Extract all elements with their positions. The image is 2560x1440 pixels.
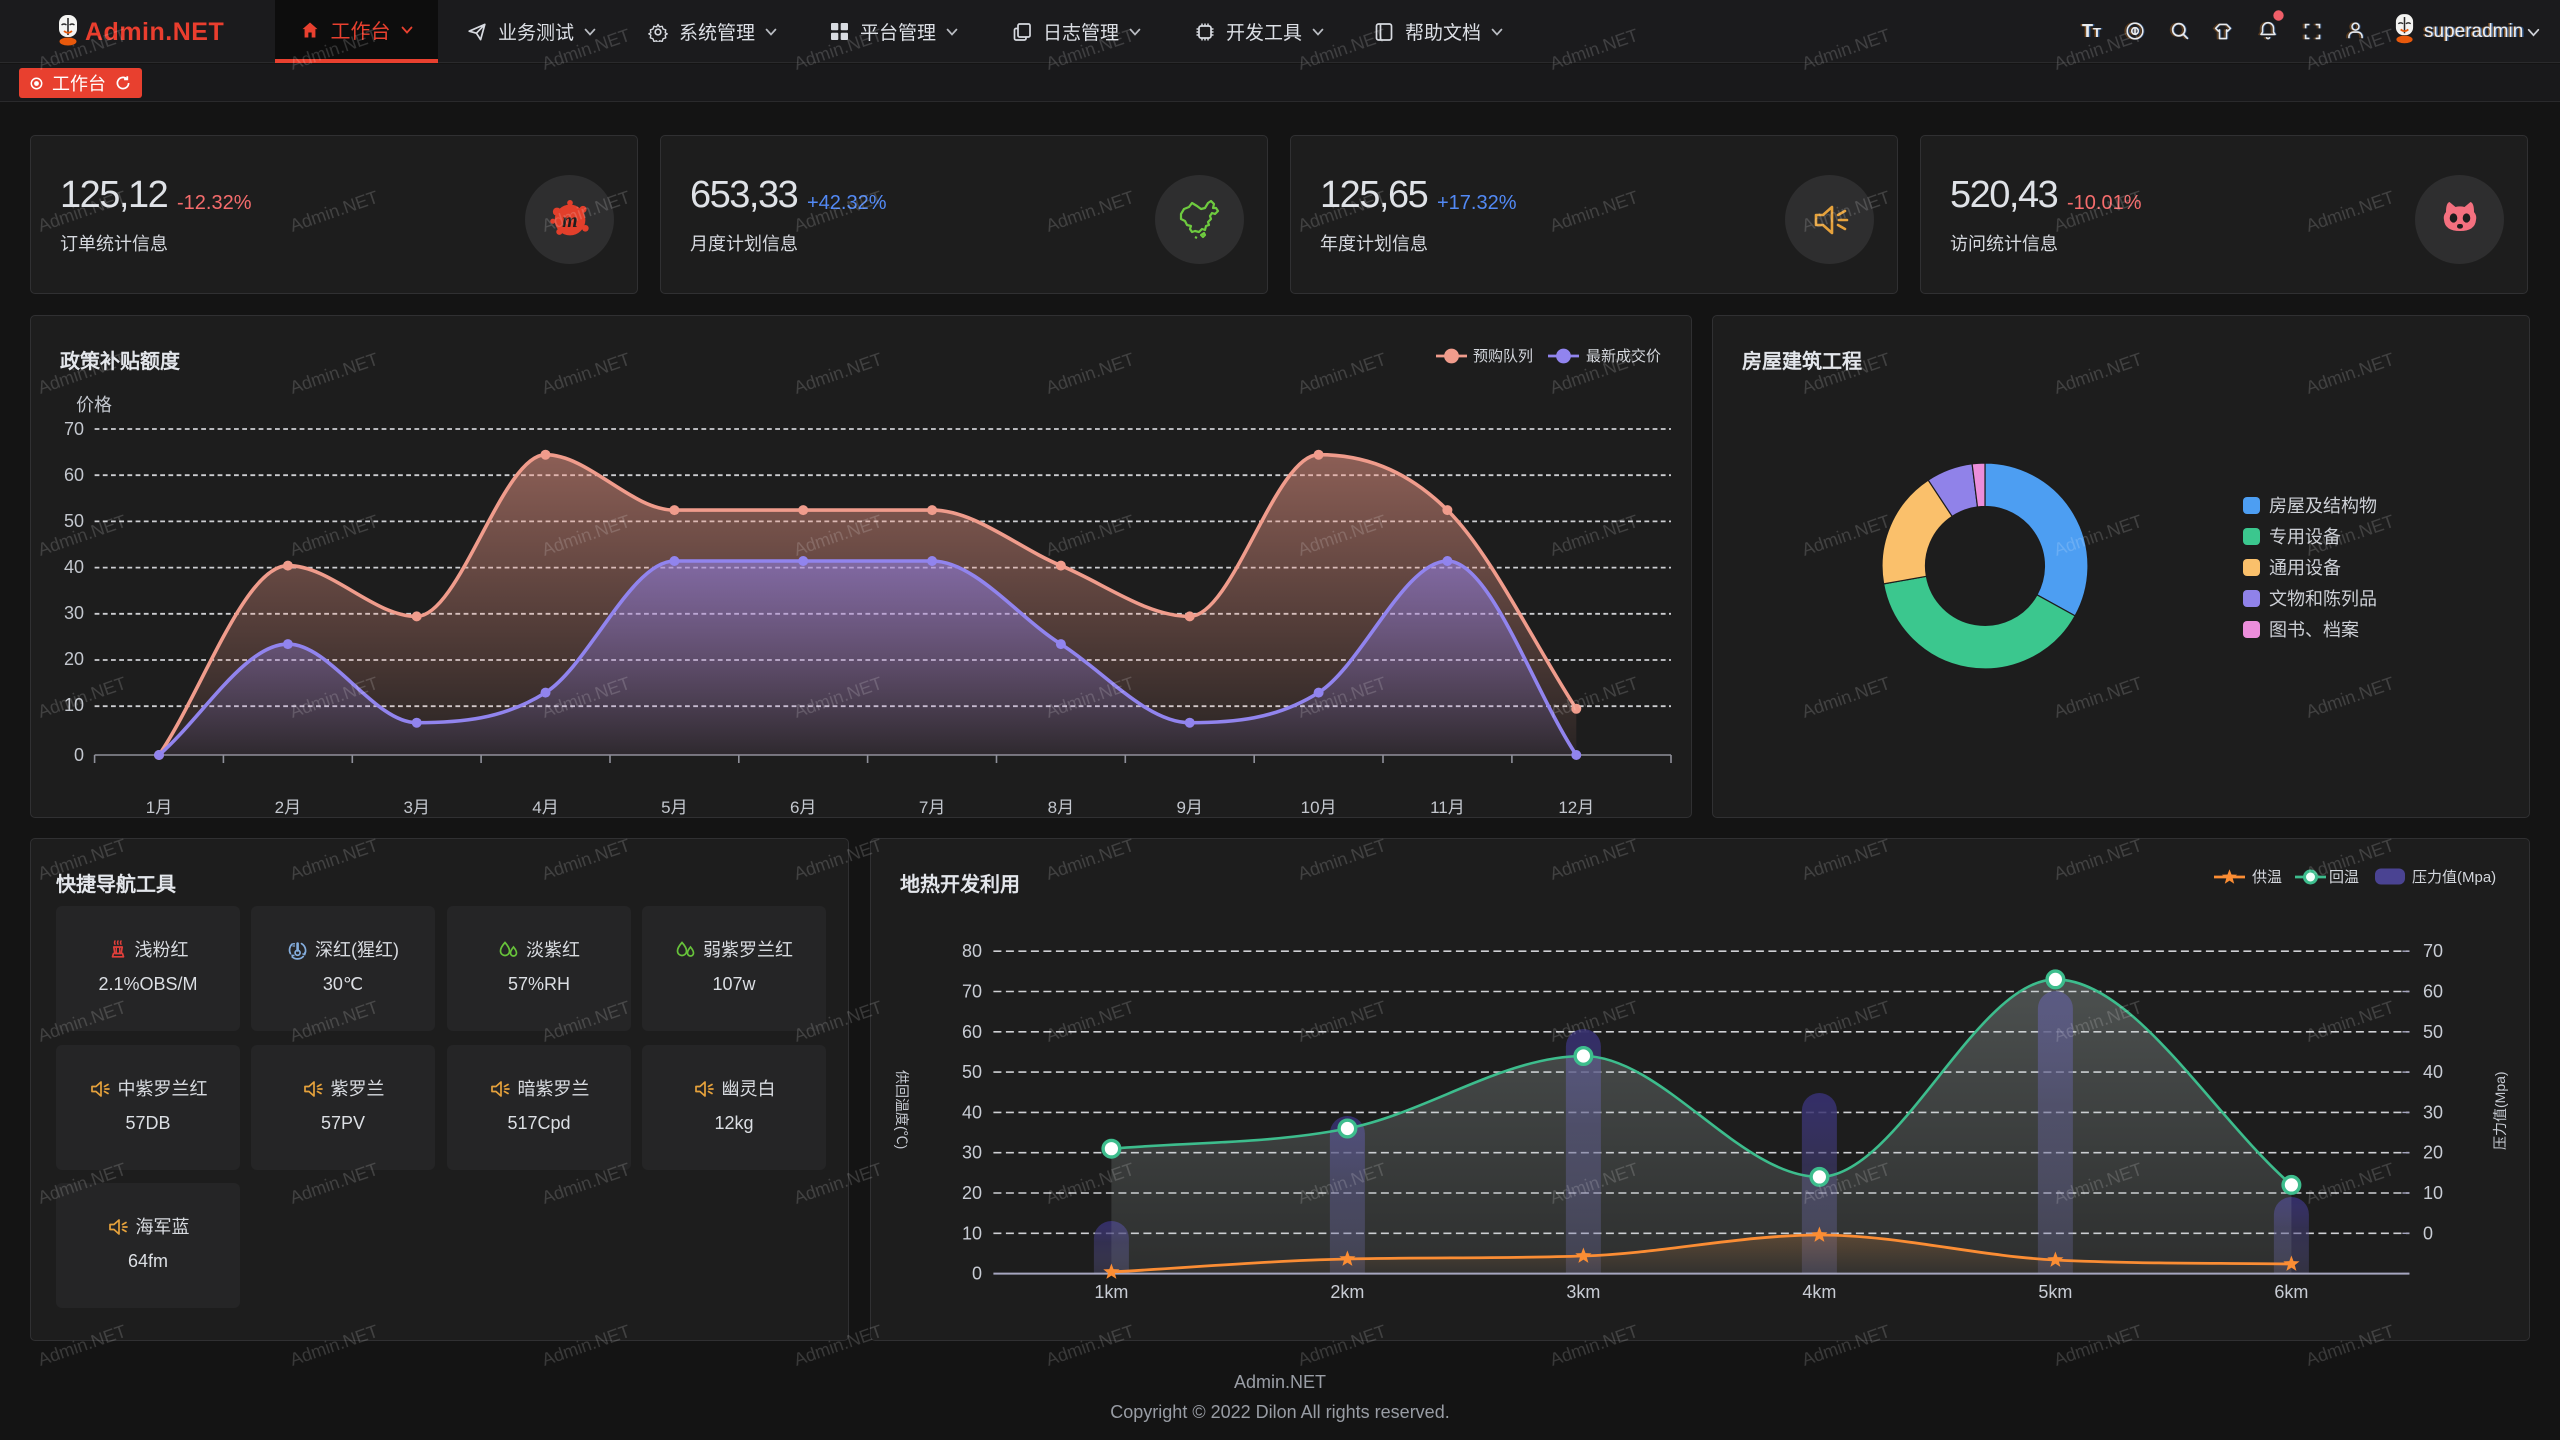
svg-text:40: 40 (2423, 1062, 2443, 1082)
svg-text:最新成交价: 最新成交价 (1586, 347, 1661, 365)
svg-text:12月: 12月 (1558, 798, 1594, 817)
svg-text:70: 70 (2423, 941, 2443, 961)
svg-text:回温: 回温 (2329, 869, 2359, 886)
svg-text:图书、档案: 图书、档案 (2269, 620, 2359, 640)
svg-text:供回温度(℃): 供回温度(℃) (894, 1070, 910, 1149)
svg-text:5km: 5km (2038, 1282, 2072, 1302)
svg-text:30: 30 (64, 603, 84, 623)
svg-text:3月: 3月 (403, 798, 429, 817)
svg-text:Admin.NET: Admin.NET (2555, 349, 2560, 398)
svg-text:4km: 4km (1802, 1282, 1836, 1302)
svg-text:Admin.NET: Admin.NET (2555, 997, 2560, 1046)
svg-text:6月: 6月 (790, 798, 816, 817)
svg-text:Admin.NET: Admin.NET (2555, 835, 2560, 884)
svg-text:60: 60 (64, 465, 84, 485)
svg-text:2月: 2月 (275, 798, 301, 817)
svg-text:11月: 11月 (1430, 798, 1465, 817)
svg-text:专用设备: 专用设备 (2269, 527, 2341, 547)
svg-text:60: 60 (2423, 982, 2443, 1002)
svg-text:Admin.NET: Admin.NET (2555, 187, 2560, 236)
svg-text:70: 70 (64, 419, 84, 439)
svg-text:6km: 6km (2274, 1282, 2308, 1302)
svg-text:文物和陈列品: 文物和陈列品 (2269, 589, 2377, 609)
svg-text:20: 20 (64, 649, 84, 669)
svg-text:Admin.NET: Admin.NET (2555, 673, 2560, 722)
svg-text:1km: 1km (1094, 1282, 1128, 1302)
svg-text:0: 0 (2423, 1223, 2433, 1243)
svg-text:压力值(Mpa): 压力值(Mpa) (2492, 1071, 2508, 1150)
svg-text:3km: 3km (1566, 1282, 1600, 1302)
svg-text:10: 10 (962, 1223, 982, 1243)
svg-text:0: 0 (74, 745, 84, 765)
svg-text:10: 10 (64, 695, 84, 715)
svg-text:20: 20 (962, 1183, 982, 1203)
svg-text:60: 60 (962, 1022, 982, 1042)
svg-text:通用设备: 通用设备 (2269, 558, 2341, 578)
svg-text:房屋及结构物: 房屋及结构物 (2269, 496, 2377, 516)
svg-text:50: 50 (2423, 1022, 2443, 1042)
svg-text:1月: 1月 (146, 798, 172, 817)
svg-text:5月: 5月 (661, 798, 687, 817)
svg-text:压力值(Mpa): 压力值(Mpa) (2412, 869, 2496, 886)
svg-text:20: 20 (2423, 1143, 2443, 1163)
svg-text:2km: 2km (1330, 1282, 1364, 1302)
svg-text:预购队列: 预购队列 (1473, 348, 1533, 365)
svg-text:40: 40 (64, 557, 84, 577)
svg-text:价格: 价格 (76, 395, 112, 415)
svg-text:30: 30 (2423, 1102, 2443, 1122)
svg-text:4月: 4月 (532, 798, 558, 817)
svg-text:30: 30 (962, 1143, 982, 1163)
svg-text:Admin.NET: Admin.NET (2555, 511, 2560, 560)
svg-text:80: 80 (962, 941, 982, 961)
svg-text:40: 40 (962, 1102, 982, 1122)
svg-text:10月: 10月 (1301, 798, 1337, 817)
svg-text:50: 50 (962, 1062, 982, 1082)
svg-text:70: 70 (962, 982, 982, 1002)
svg-text:9月: 9月 (1176, 798, 1202, 817)
svg-text:0: 0 (972, 1264, 982, 1284)
svg-text:m: m (562, 210, 578, 232)
svg-text:7月: 7月 (919, 798, 945, 817)
svg-text:供温: 供温 (2252, 869, 2282, 886)
svg-text:Admin.NET: Admin.NET (2555, 1159, 2560, 1208)
svg-text:Admin.NET: Admin.NET (2555, 1321, 2560, 1370)
svg-text:8月: 8月 (1048, 798, 1074, 817)
svg-text:50: 50 (64, 511, 84, 531)
svg-text:10: 10 (2423, 1183, 2443, 1203)
